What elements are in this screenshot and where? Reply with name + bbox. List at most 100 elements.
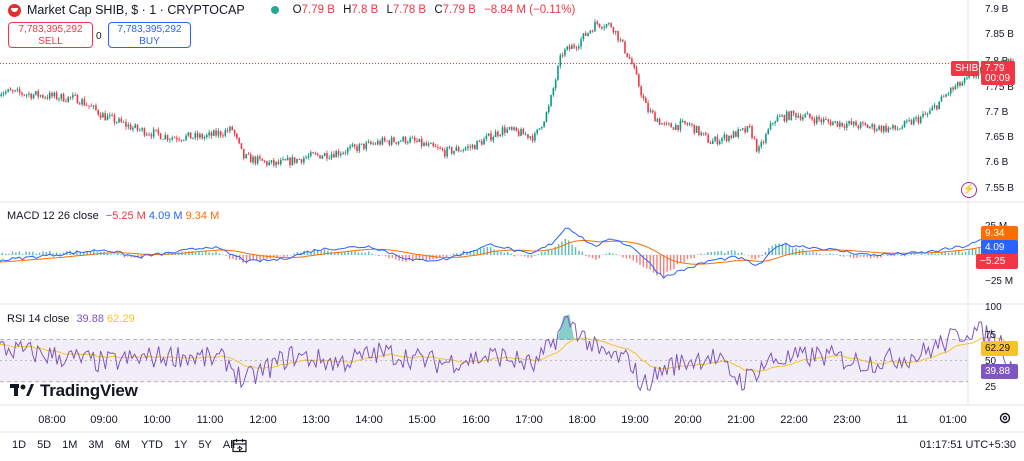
macd-histogram-bar [774,244,777,255]
candle-body [859,122,862,128]
candle-body [917,117,920,123]
candle-body [543,121,545,127]
candle-body [619,39,622,41]
macd-histogram-bar [479,248,482,255]
candle-body [966,77,968,79]
candle-body [55,92,58,100]
candle-body [28,93,30,95]
candle-body [249,154,252,163]
macd-histogram-bar [975,248,977,255]
macd-histogram-bar [490,246,492,255]
macd-histogram-bar [347,250,349,255]
macd-histogram-bar [866,255,868,257]
buy-button[interactable]: 7,783,395,292 BUY [108,22,191,48]
macd-line [0,227,1014,279]
candle-body [862,122,864,124]
macd-histogram-bar [578,250,580,255]
macd-histogram-bar [188,251,190,255]
candle-body [778,116,781,118]
candle-body [328,157,331,159]
macd-histogram-bar [259,255,261,262]
macd-histogram-bar [568,240,570,255]
macd-histogram-bar [808,252,811,255]
sell-button[interactable]: 7,783,395,292 SELL [8,22,93,48]
candle-body [397,141,400,144]
go-to-date-calendar-icon[interactable] [232,438,247,453]
candle-body [887,127,890,132]
rsi-legend[interactable]: RSI 14 close 39.88 62.29 [7,313,135,325]
candle-body [180,140,183,141]
candle-body [270,160,273,163]
macd-histogram-bar [720,250,723,255]
candle-body [933,105,936,108]
candle-body [536,129,538,134]
macd-histogram-bar [432,255,434,260]
macd-histogram-bar [564,238,567,255]
candle-body [439,147,441,149]
macd-histogram-bar [106,253,109,255]
candle-body [432,143,435,146]
macd-histogram-bar [897,254,899,255]
macd-legend[interactable]: MACD 12 26 close −5.25 M 4.09 M 9.34 M [7,210,219,222]
timeframe-ytd[interactable]: YTD [140,439,163,451]
timeframe-3m[interactable]: 3M [88,439,104,451]
macd-histogram-bar [605,253,607,255]
symbol-title[interactable]: Market Cap SHIB, $ · 1 · CRYPTOCAP [27,3,245,17]
alert-flash-icon[interactable]: ⚡ [961,182,977,198]
timeframe-6m[interactable]: 6M [114,439,130,451]
candle-body [448,147,451,149]
macd-histogram-bar [439,255,441,258]
candle-body [522,129,525,135]
timeframe-1y[interactable]: 1Y [173,439,188,451]
candle-body [929,110,931,114]
macd-legend-signal: 9.34 M [185,210,220,222]
macd-histogram-bar [900,255,902,256]
candle-body [321,156,324,159]
macd-histogram-bar [232,255,234,259]
candle-body [115,122,118,124]
candle-body [192,137,194,139]
timeframe-1d[interactable]: 1D [12,439,27,451]
candle-body [910,120,913,125]
macd-histogram-bar [89,252,92,255]
macd-histogram-bar [951,252,953,255]
sell-price: 7,783,395,292 [18,24,83,35]
candle-body [795,113,797,118]
candle-body [111,115,113,116]
macd-histogram-bar [313,249,316,255]
candle-body [65,101,67,103]
macd-signal-tag: 9.34 M [981,226,1018,254]
candle-body [236,133,238,138]
timeframe-5y[interactable]: 5Y [198,439,212,451]
utc-clock[interactable]: 01:17:51 UTC+5:30 [919,439,1016,451]
candle-body [363,143,365,149]
candle-body [298,159,301,160]
candle-body [520,129,522,136]
macd-histogram-bar [863,255,865,258]
timeframe-5d[interactable]: 5D [37,439,52,451]
candle-body [668,123,670,125]
candle-body [372,143,374,145]
timeframe-all[interactable]: All [222,439,236,451]
candle-body [968,75,971,78]
settings-gear-icon[interactable] [998,411,1012,425]
candle-body [25,94,28,96]
macd-histogram-bar [927,253,930,255]
candle-body [185,135,187,140]
candle-body [367,141,370,143]
candle-body [857,125,860,128]
macd-histogram-bar [832,253,835,255]
macd-histogram-bar [700,253,702,255]
macd-histogram-bar [79,251,82,255]
macd-histogram-bar [127,255,129,257]
candle-body [23,94,26,96]
tradingview-logo[interactable]: TradingView [10,381,138,401]
timeframe-1m[interactable]: 1M [62,439,78,451]
candle-body [873,124,876,131]
candle-body [418,138,421,142]
macd-histogram-bar [635,255,638,263]
candle-body [594,21,596,32]
time-tick-label: 09:00 [90,414,118,426]
candle-body [524,134,527,136]
